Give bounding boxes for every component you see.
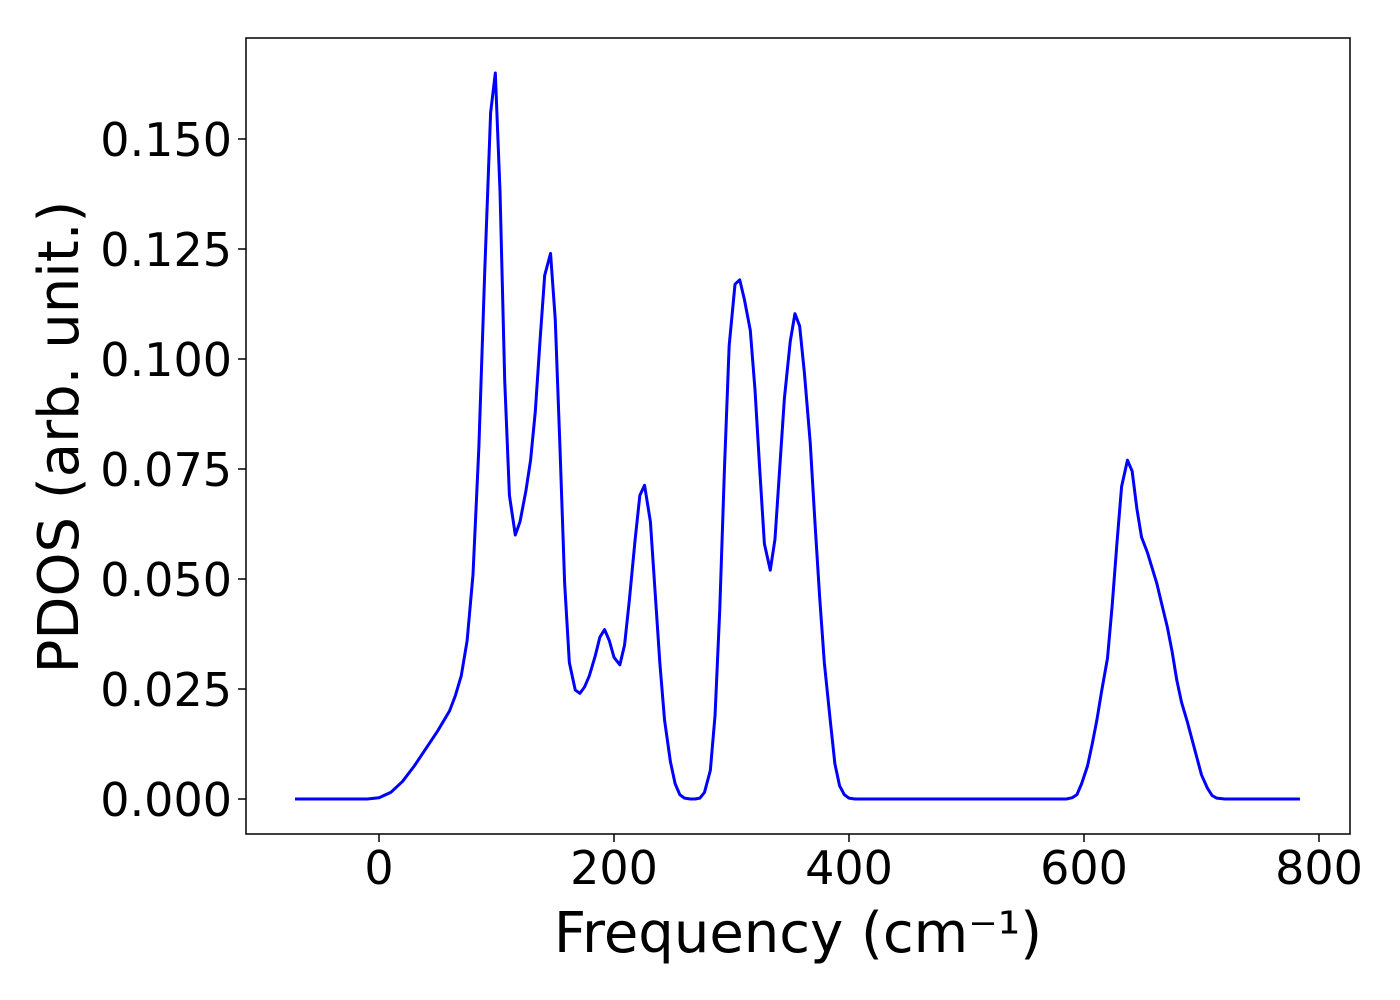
line-series <box>295 71 1300 801</box>
x-tick-label: 0 <box>364 841 393 895</box>
y-tick-label: 0.100 <box>100 333 232 387</box>
x-tick-label: 400 <box>805 841 893 895</box>
y-tick-label: 0.025 <box>100 663 232 717</box>
x-tick-label: 200 <box>570 841 658 895</box>
x-tick-label: 800 <box>1275 841 1363 895</box>
y-tick-label: 0.000 <box>100 773 232 827</box>
y-tick-label: 0.150 <box>100 113 232 167</box>
y-tick-label: 0.075 <box>100 443 232 497</box>
y-axis-label: PDOS (arb. unit.) <box>27 201 92 674</box>
x-tick-label: 600 <box>1040 841 1128 895</box>
x-axis-label: Frequency (cm⁻¹) <box>554 901 1042 966</box>
y-tick-label: 0.050 <box>100 553 232 607</box>
y-tick-label: 0.125 <box>100 223 232 277</box>
plot-frame <box>245 37 1351 835</box>
